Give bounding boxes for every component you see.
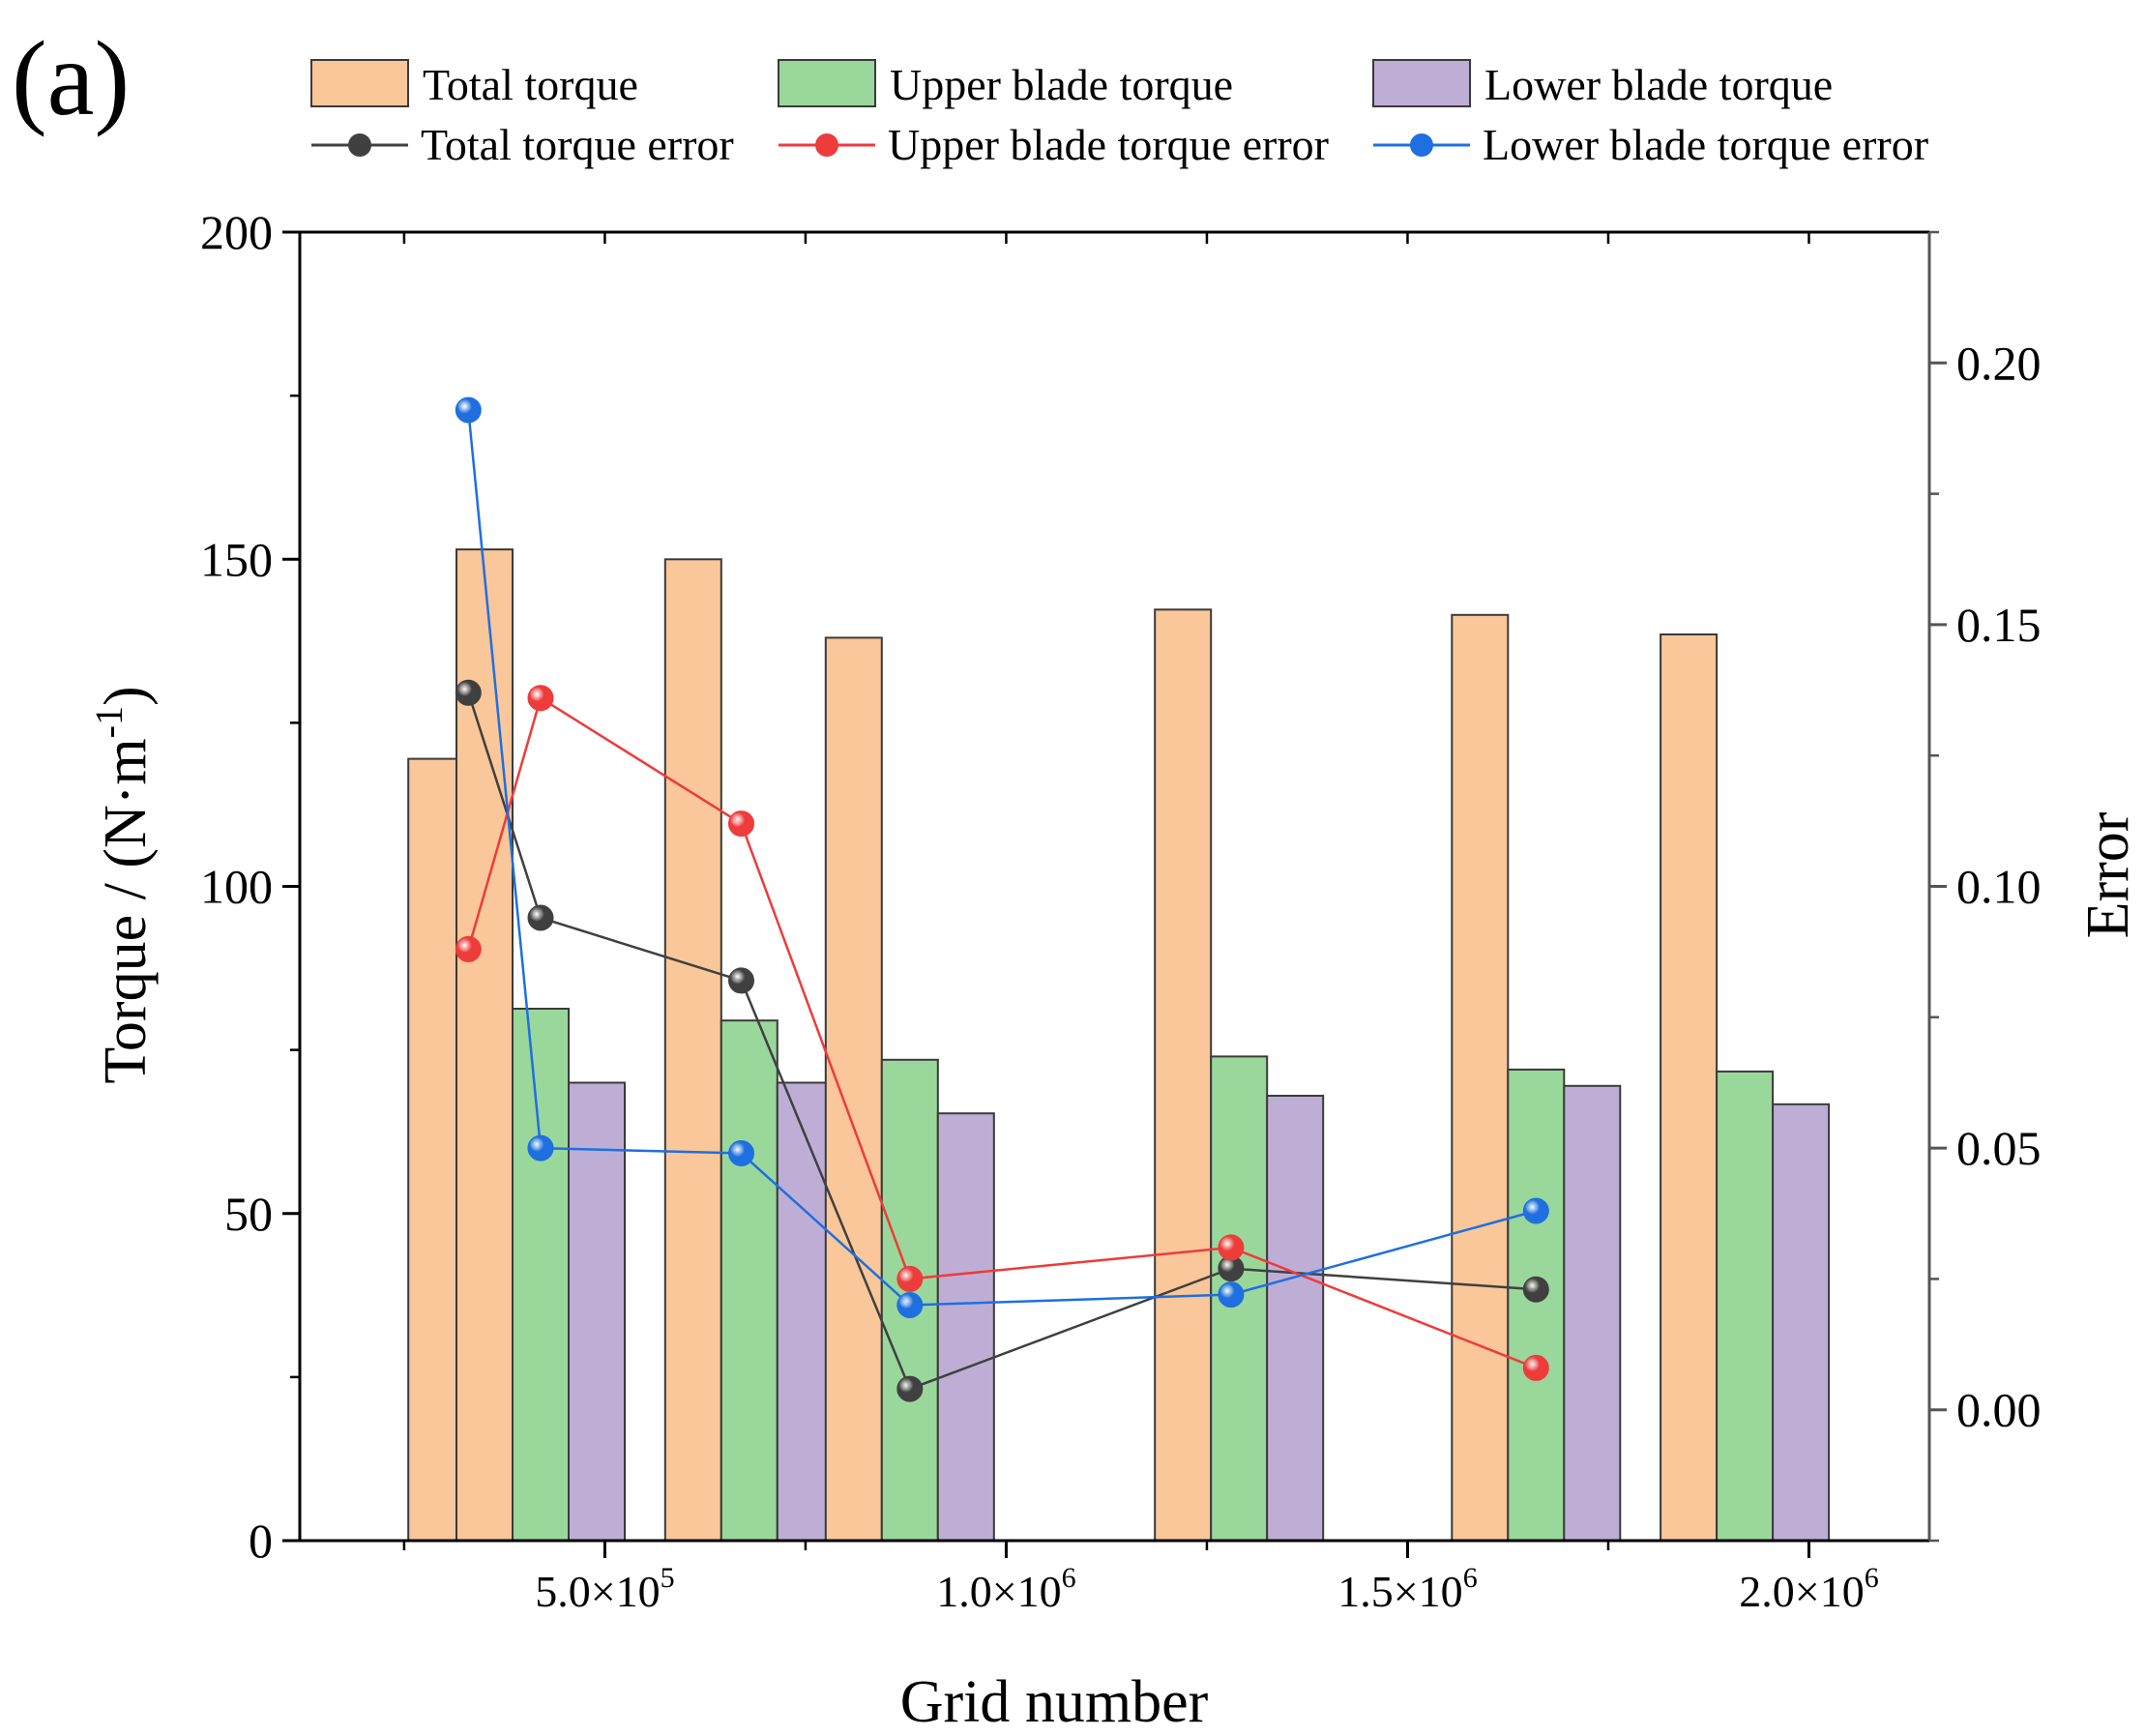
series-1-point-4 bbox=[1218, 1234, 1245, 1261]
series-1-point-5 bbox=[1522, 1354, 1549, 1381]
legend-label-3: Total torque error bbox=[421, 120, 734, 169]
series-0-point-3 bbox=[896, 1375, 924, 1402]
series-2-point-2 bbox=[728, 1140, 754, 1166]
bars-layer bbox=[407, 548, 1831, 1543]
legend-marker-3 bbox=[348, 133, 371, 157]
y-right-tick-label-3: 0.15 bbox=[1956, 598, 2042, 652]
series-0-point-1 bbox=[527, 904, 554, 931]
series-2-point-3 bbox=[896, 1292, 924, 1318]
axes-layer: 0 50 100 150 200 0.00 0.05 0.10 0.15 0.20 5.0×105 1… bbox=[200, 205, 2042, 1616]
x-tick-label-1: 1.0×106 bbox=[936, 1562, 1075, 1616]
bar-lower-3 bbox=[936, 1112, 995, 1542]
y-axis-label-left-main: Torque / (N·m bbox=[93, 738, 159, 1083]
legend-marker-5 bbox=[1410, 133, 1433, 157]
lines-layer bbox=[455, 397, 1549, 1402]
legend-label-4: Upper blade torque error bbox=[888, 120, 1329, 169]
bar-lower-5 bbox=[1563, 1084, 1622, 1543]
legend-swatch-2 bbox=[1372, 59, 1471, 107]
series-1-point-2 bbox=[728, 810, 754, 838]
legend-swatch-1 bbox=[778, 59, 876, 107]
legend: Total torque Upper blade torque Lower blad… bbox=[310, 59, 1928, 169]
series-2-point-4 bbox=[1218, 1281, 1245, 1309]
legend-swatch-0 bbox=[310, 59, 409, 107]
bar-upper-1 bbox=[512, 1008, 570, 1542]
bar-upper-6 bbox=[1716, 1070, 1775, 1543]
panel-label: (a) bbox=[12, 19, 130, 137]
bar-total-5 bbox=[1451, 613, 1510, 1542]
bar-total-4 bbox=[1154, 608, 1213, 1542]
series-2-point-5 bbox=[1522, 1197, 1549, 1224]
series-1-point-3 bbox=[896, 1265, 924, 1292]
legend-label-0: Total torque bbox=[423, 60, 638, 109]
series-0-point-0 bbox=[455, 679, 482, 706]
bar-total-2 bbox=[663, 558, 722, 1543]
series-line-2 bbox=[467, 409, 1537, 1307]
bar-upper-5 bbox=[1507, 1068, 1566, 1543]
legend-label-5: Lower blade torque error bbox=[1483, 120, 1928, 169]
legend-marker-4 bbox=[815, 133, 838, 157]
y-axis-label-left-end: ) bbox=[93, 686, 159, 706]
bar-lower-6 bbox=[1772, 1103, 1831, 1543]
legend-label-2: Lower blade torque bbox=[1484, 60, 1833, 109]
series-1-point-1 bbox=[527, 685, 554, 712]
y-axis-label-left-sup: -1 bbox=[87, 706, 131, 738]
series-0-point-5 bbox=[1522, 1276, 1549, 1303]
bar-lower-1 bbox=[568, 1081, 626, 1542]
bar-upper-2 bbox=[720, 1019, 779, 1542]
x-tick-label-2: 1.5×106 bbox=[1337, 1562, 1477, 1616]
bar-total-0 bbox=[407, 757, 466, 1542]
y-right-tick-label-4: 0.20 bbox=[1956, 336, 2042, 390]
bar-lower-4 bbox=[1266, 1095, 1325, 1542]
legend-label-1: Upper blade torque bbox=[890, 60, 1233, 109]
y-axis-label-right: Error bbox=[2075, 811, 2141, 938]
y-left-tick-label-2: 100 bbox=[200, 860, 273, 914]
series-2-point-1 bbox=[527, 1134, 554, 1162]
x-axis-label: Grid number bbox=[900, 1669, 1209, 1735]
series-0-point-2 bbox=[728, 967, 754, 994]
y-left-tick-label-4: 200 bbox=[200, 205, 273, 259]
bar-total-3 bbox=[824, 636, 883, 1542]
y-left-tick-label-1: 50 bbox=[224, 1187, 273, 1241]
y-right-tick-label-2: 0.10 bbox=[1956, 860, 2042, 914]
y-left-tick-label-0: 0 bbox=[249, 1514, 273, 1568]
x-tick-label-0: 5.0×105 bbox=[535, 1562, 674, 1616]
series-2-point-0 bbox=[455, 397, 482, 424]
bar-total-6 bbox=[1660, 633, 1719, 1542]
x-tick-label-3: 2.0×106 bbox=[1739, 1562, 1878, 1616]
y-left-tick-label-3: 150 bbox=[200, 532, 273, 586]
y-right-tick-label-0: 0.00 bbox=[1956, 1383, 2042, 1437]
series-line-1 bbox=[467, 695, 1537, 1369]
series-1-point-0 bbox=[455, 935, 482, 962]
series-line-0 bbox=[467, 691, 1537, 1391]
y-right-tick-label-1: 0.05 bbox=[1956, 1121, 2042, 1175]
y-axis-label-left: Torque / (N·m-1) bbox=[87, 686, 159, 1083]
